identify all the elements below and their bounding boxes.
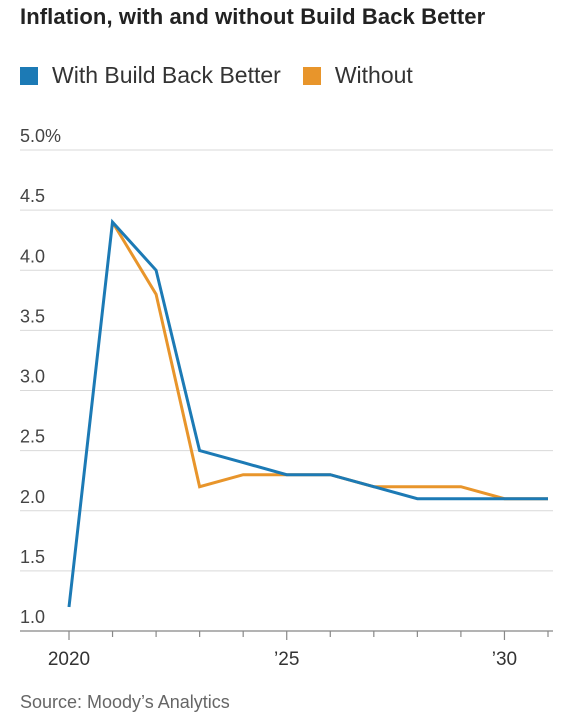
x-tick-label: ’30 bbox=[492, 649, 517, 670]
legend-item-without: Without bbox=[302, 62, 413, 89]
y-tick-label: 1.5 bbox=[20, 547, 45, 567]
y-tick-label: 2.0 bbox=[20, 487, 45, 507]
x-tick-label: ’25 bbox=[274, 649, 299, 670]
y-tick-label: 2.5 bbox=[20, 427, 45, 447]
y-tick-label: 1.0 bbox=[20, 607, 45, 627]
y-tick-label: 4.5 bbox=[20, 186, 45, 206]
series-line-with-bbb bbox=[67, 218, 548, 608]
legend-label-without: Without bbox=[334, 62, 413, 88]
x-tick-label: 2020 bbox=[48, 649, 90, 670]
chart-legend: With Build Back Better Without bbox=[20, 62, 435, 89]
source-note: Source: Moody’s Analytics bbox=[20, 692, 230, 712]
y-tick-label: 3.0 bbox=[20, 367, 45, 387]
y-tick-label: 5.0% bbox=[20, 126, 61, 146]
chart-title: Inflation, with and without Build Back B… bbox=[20, 4, 486, 29]
legend-swatch-without bbox=[302, 66, 321, 85]
legend-swatch-with-bbb bbox=[20, 66, 38, 85]
y-tick-label: 4.0 bbox=[20, 246, 45, 266]
x-tick-labels: 2020 ’25 ’30 bbox=[48, 631, 549, 670]
series-layer bbox=[67, 218, 548, 608]
legend-item-with-bbb: With Build Back Better bbox=[20, 62, 281, 89]
grid-layer bbox=[20, 149, 553, 632]
line-chart: 5.0% 4.5 4.0 3.5 3.0 2.5 2.0 1.5 1.0 2020 ’25 ’30 bbox=[20, 126, 553, 670]
y-tick-labels: 5.0% 4.5 4.0 3.5 3.0 2.5 2.0 1.5 1.0 bbox=[20, 126, 61, 627]
y-tick-label: 3.5 bbox=[20, 306, 45, 326]
legend-label-with-bbb: With Build Back Better bbox=[52, 62, 281, 88]
